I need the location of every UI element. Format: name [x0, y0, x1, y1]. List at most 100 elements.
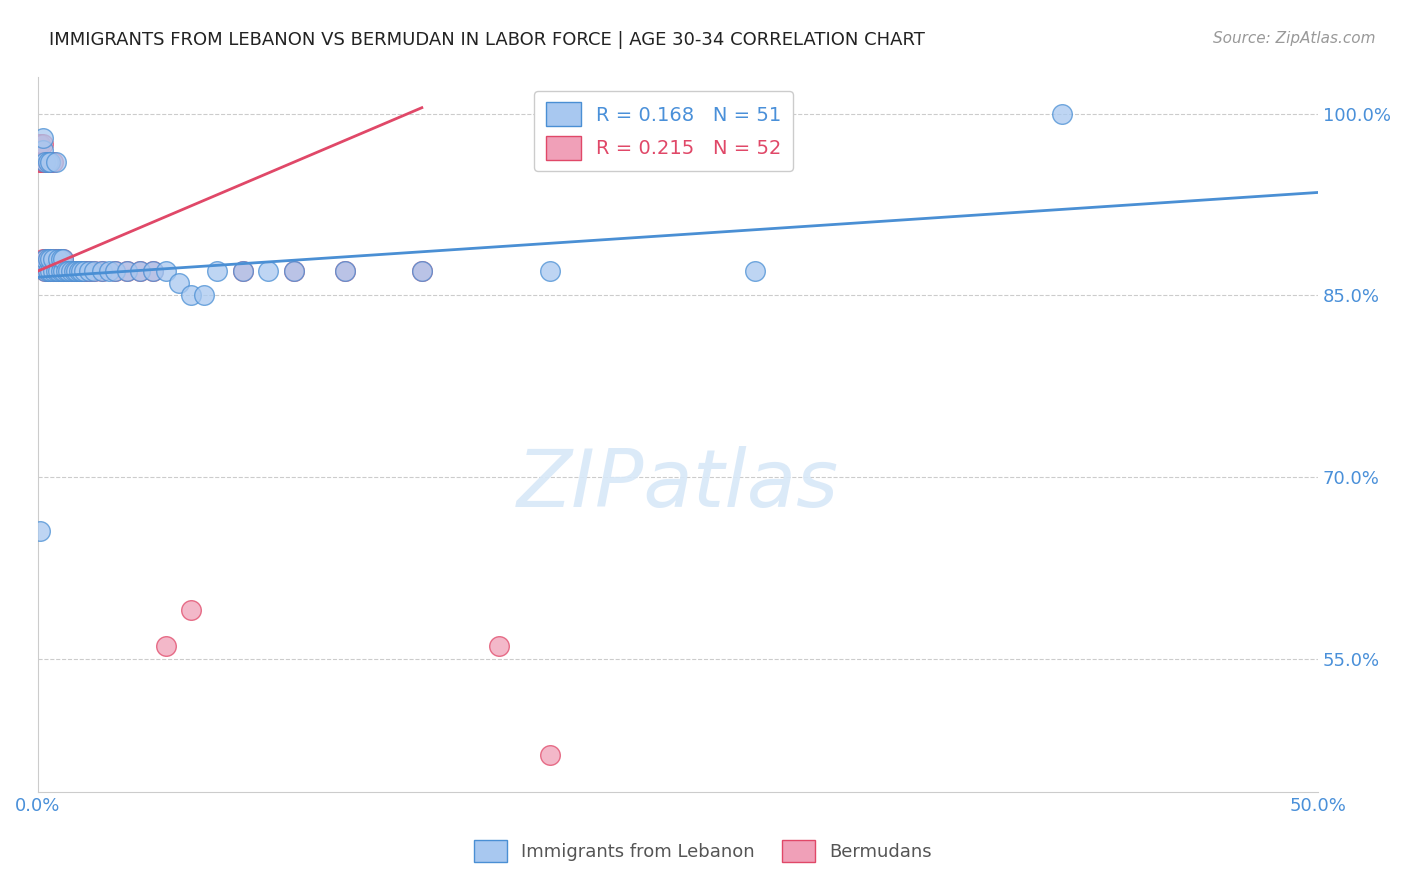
Point [90, 264, 112, 278]
Point [77, 264, 100, 278]
Point [30, 524, 52, 539]
Point [538, 264, 561, 278]
Point [257, 264, 280, 278]
Point [117, 264, 139, 278]
Point [34, 252, 56, 266]
Point [180, 603, 202, 617]
Point [37, 264, 59, 278]
Point [117, 264, 139, 278]
Point [30, 155, 52, 169]
Text: ZIPatlas: ZIPatlas [517, 446, 839, 524]
Point [83, 264, 105, 278]
Point [31, 136, 53, 151]
Point [411, 264, 433, 278]
Point [70, 264, 93, 278]
Text: Source: ZipAtlas.com: Source: ZipAtlas.com [1212, 31, 1375, 46]
Legend: Immigrants from Lebanon, Bermudans: Immigrants from Lebanon, Bermudans [467, 833, 939, 870]
Point [39, 252, 62, 266]
Point [142, 264, 165, 278]
Point [65, 264, 87, 278]
Point [59, 264, 82, 278]
Point [45, 264, 67, 278]
Point [42, 252, 65, 266]
Point [205, 264, 228, 278]
Point [39, 155, 62, 169]
Point [31, 131, 53, 145]
Point [39, 252, 62, 266]
Point [34, 264, 56, 278]
Point [30, 136, 52, 151]
Point [45, 155, 67, 169]
Point [42, 264, 65, 278]
Point [333, 264, 356, 278]
Point [58, 264, 80, 278]
Point [167, 277, 190, 291]
Point [30, 155, 52, 169]
Point [46, 264, 69, 278]
Point [180, 288, 202, 302]
Point [52, 264, 75, 278]
Point [39, 264, 62, 278]
Point [34, 264, 56, 278]
Point [37, 264, 59, 278]
Point [232, 264, 254, 278]
Point [49, 264, 72, 278]
Point [30, 136, 52, 151]
Point [34, 155, 56, 169]
Point [37, 252, 59, 266]
Point [62, 264, 84, 278]
Point [129, 264, 152, 278]
Point [75, 264, 97, 278]
Point [103, 264, 125, 278]
Point [52, 252, 75, 266]
Point [52, 252, 75, 266]
Text: IMMIGRANTS FROM LEBANON VS BERMUDAN IN LABOR FORCE | AGE 30-34 CORRELATION CHART: IMMIGRANTS FROM LEBANON VS BERMUDAN IN L… [49, 31, 925, 49]
Point [59, 264, 82, 278]
Point [46, 264, 69, 278]
Point [55, 264, 77, 278]
Point [98, 264, 121, 278]
Point [73, 264, 96, 278]
Point [142, 264, 165, 278]
Point [45, 252, 67, 266]
Legend: R = 0.168   N = 51, R = 0.215   N = 52: R = 0.168 N = 51, R = 0.215 N = 52 [534, 91, 793, 171]
Point [411, 264, 433, 278]
Point [283, 264, 305, 278]
Point [232, 264, 254, 278]
Point [31, 155, 53, 169]
Point [129, 264, 152, 278]
Point [45, 264, 67, 278]
Point [1050, 107, 1073, 121]
Point [42, 155, 65, 169]
Point [103, 264, 125, 278]
Point [34, 252, 56, 266]
Point [83, 264, 105, 278]
Point [31, 143, 53, 157]
Point [67, 264, 90, 278]
Point [42, 252, 65, 266]
Point [333, 264, 356, 278]
Point [52, 264, 75, 278]
Point [90, 264, 112, 278]
Point [31, 155, 53, 169]
Point [538, 748, 561, 763]
Point [37, 155, 59, 169]
Point [55, 264, 77, 278]
Point [744, 264, 766, 278]
Point [39, 264, 62, 278]
Point [77, 264, 100, 278]
Point [283, 264, 305, 278]
Point [46, 252, 69, 266]
Point [46, 252, 69, 266]
Point [58, 264, 80, 278]
Point [155, 640, 177, 654]
Point [49, 252, 72, 266]
Point [155, 264, 177, 278]
Point [49, 252, 72, 266]
Point [67, 264, 90, 278]
Point [37, 252, 59, 266]
Point [73, 264, 96, 278]
Point [31, 252, 53, 266]
Point [49, 264, 72, 278]
Point [34, 155, 56, 169]
